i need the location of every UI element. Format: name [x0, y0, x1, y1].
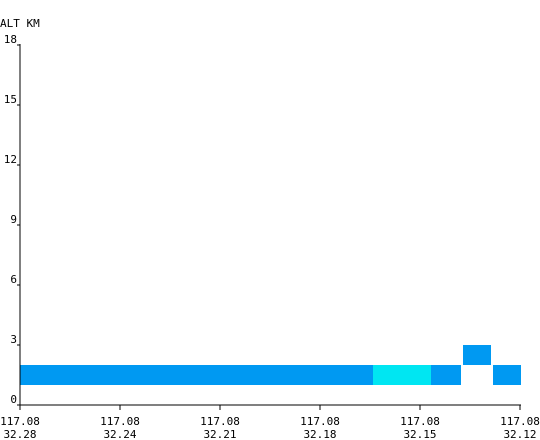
x-tick-lat-5: 32.12 — [503, 428, 536, 440]
x-tick-lon-3: 117.08 — [300, 415, 340, 428]
data-cell-4 — [493, 365, 521, 385]
data-cell-2 — [431, 365, 461, 385]
x-tick-lat-2: 32.21 — [203, 428, 236, 440]
x-tick-lon-1: 117.08 — [100, 415, 140, 428]
x-tick-lon-5: 117.08 — [500, 415, 540, 428]
y-tick-label-3: 9 — [10, 213, 17, 226]
y-tick-label-6: 18 — [4, 33, 17, 46]
y-axis-title: ALT KM — [0, 17, 40, 30]
x-tick-lon-2: 117.08 — [200, 415, 240, 428]
y-tick-label-1: 3 — [10, 333, 17, 346]
y-tick-label-4: 12 — [4, 153, 17, 166]
x-tick-lat-0: 32.28 — [3, 428, 36, 440]
x-tick-lat-1: 32.24 — [103, 428, 136, 440]
y-tick-label-5: 15 — [4, 93, 17, 106]
data-cell-1 — [373, 365, 431, 385]
axes — [20, 44, 521, 405]
y-tick-label-0: 0 — [10, 393, 17, 406]
data-cells — [20, 345, 521, 385]
data-cell-0 — [20, 365, 373, 385]
x-tick-lon-4: 117.08 — [400, 415, 440, 428]
x-tick-lat-4: 32.15 — [403, 428, 436, 440]
data-cell-3 — [463, 345, 491, 365]
x-tick-lat-3: 32.18 — [303, 428, 336, 440]
y-axis-ticks: 0 3 6 9 12 15 18 — [4, 33, 20, 406]
y-tick-label-2: 6 — [10, 273, 17, 286]
x-tick-lon-0: 117.08 — [0, 415, 40, 428]
x-axis-ticks: 117.0832.28117.0832.24117.0832.21117.083… — [0, 405, 540, 440]
